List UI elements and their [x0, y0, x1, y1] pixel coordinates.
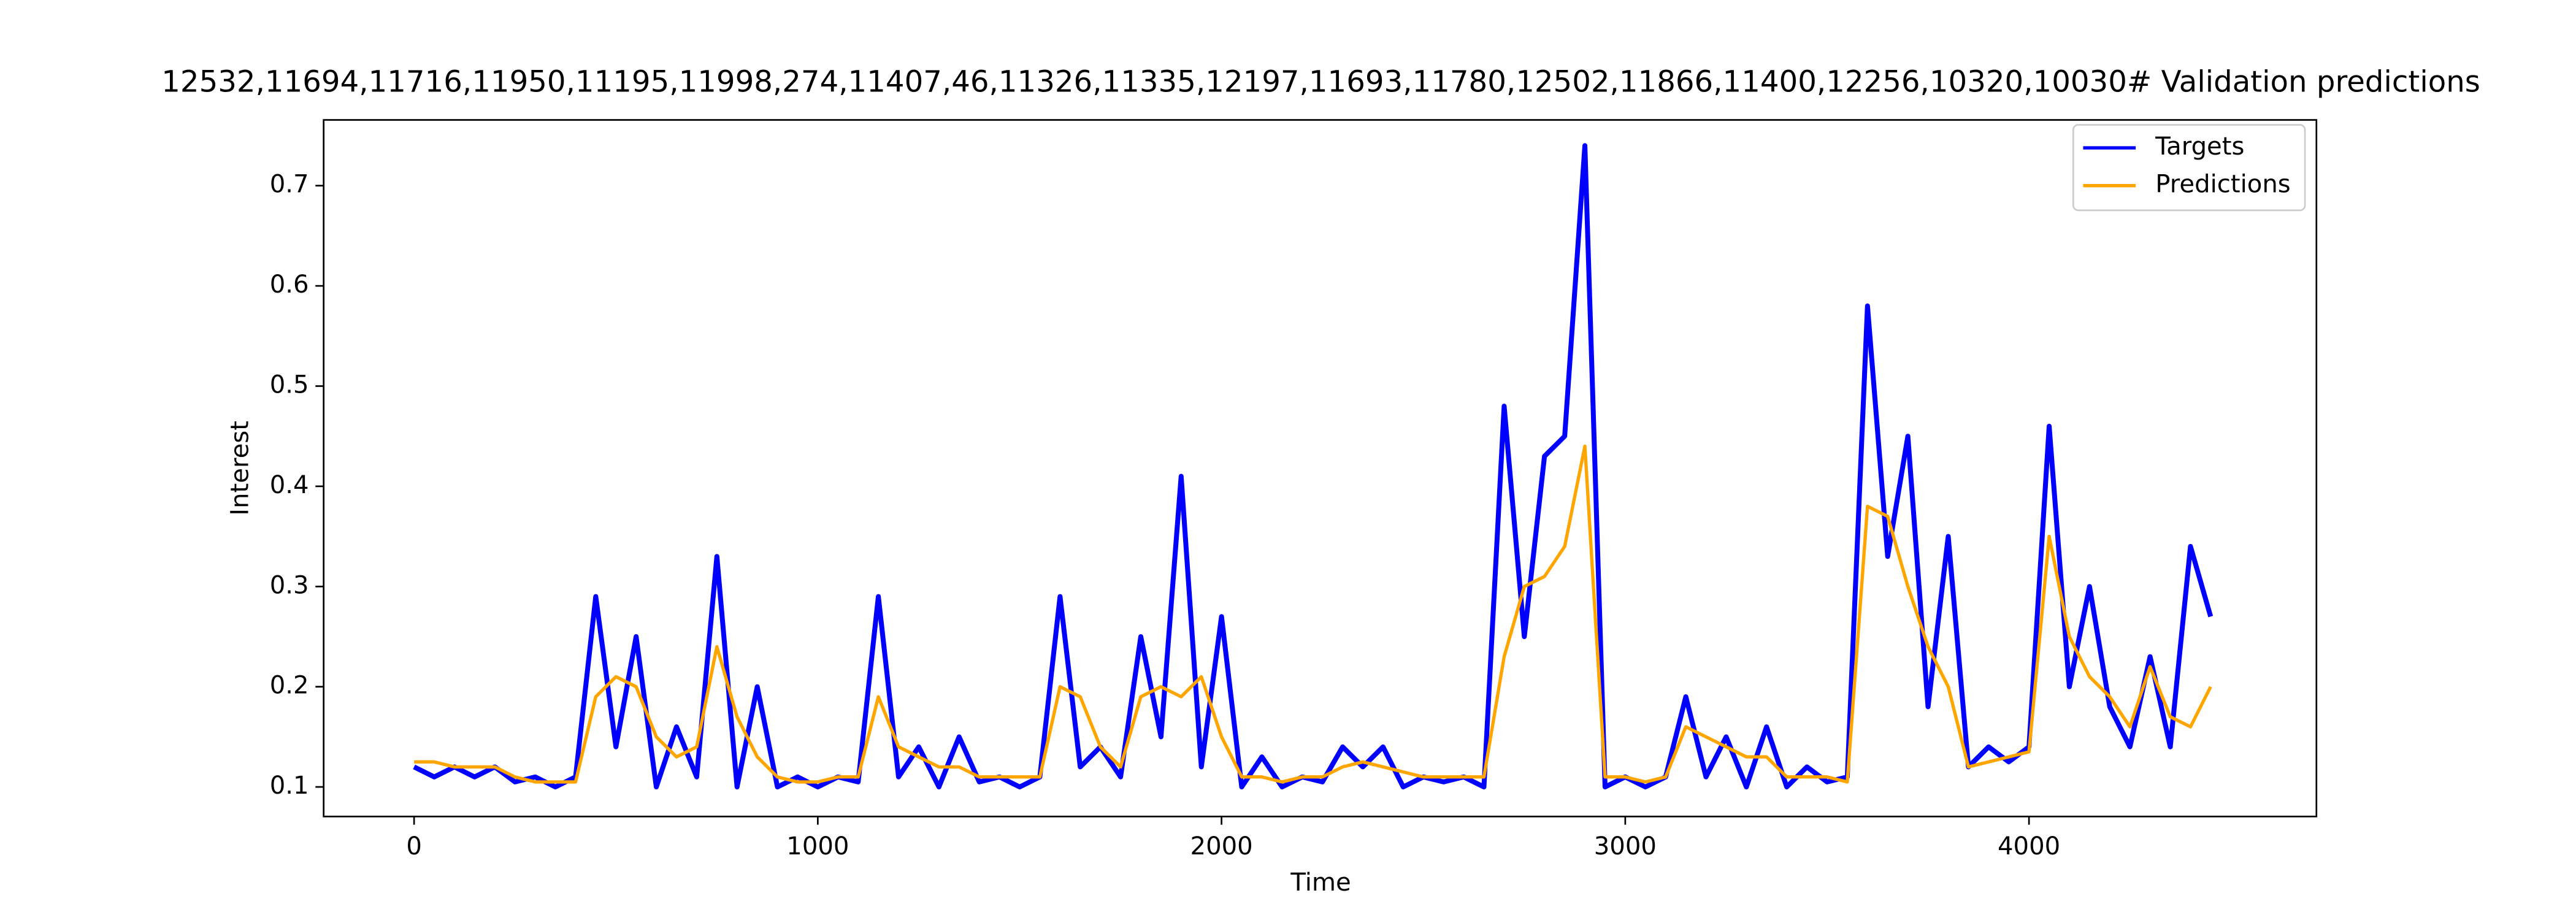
x-tick-label: 3000 [1594, 832, 1657, 861]
series-line [413, 143, 2214, 790]
chart-title: 12532,11694,11716,11950,11195,11998,274,… [161, 65, 2480, 99]
y-tick-label: 0.3 [270, 571, 309, 599]
legend-label: Predictions [2155, 171, 2290, 199]
y-tick-label: 0.4 [270, 471, 309, 499]
x-axis-label: Time [1290, 868, 1351, 897]
x-tick-label: 4000 [1998, 832, 2060, 861]
x-tick-label: 2000 [1190, 832, 1253, 861]
y-axis-label: Interest [226, 421, 255, 516]
series-line [414, 444, 2212, 784]
y-tick-label: 0.2 [270, 672, 309, 700]
y-tick-label: 0.6 [270, 270, 309, 299]
y-tick-label: 0.1 [270, 772, 309, 800]
y-tick-label: 0.7 [270, 171, 309, 199]
x-tick-label: 1000 [786, 832, 849, 861]
y-tick-label: 0.5 [270, 370, 309, 399]
legend-label: Targets [2155, 132, 2244, 161]
plot-frame [323, 119, 2318, 818]
x-tick-label: 0 [406, 832, 422, 861]
